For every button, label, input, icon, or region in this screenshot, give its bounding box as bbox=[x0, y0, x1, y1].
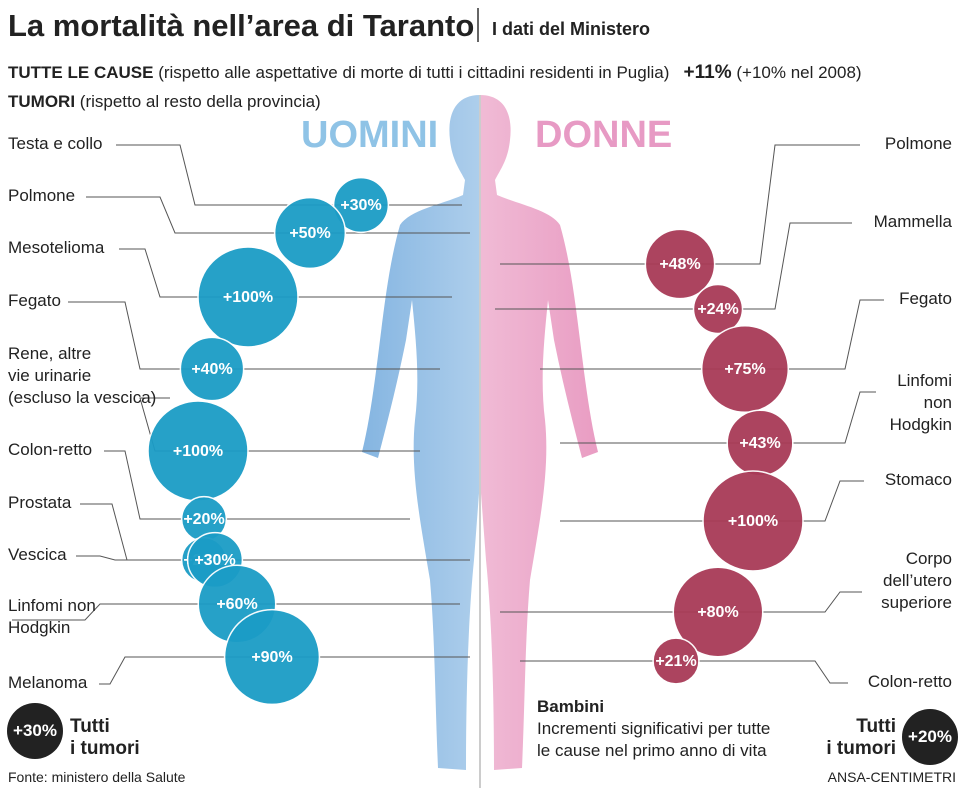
value-label: +100% bbox=[173, 443, 223, 460]
category-label: Colon-retto bbox=[867, 672, 952, 691]
category-label: Corpo dell’utero superiore bbox=[881, 549, 952, 612]
category-label: Polmone bbox=[8, 186, 76, 205]
value-label: +20% bbox=[183, 511, 224, 528]
value-label: +40% bbox=[191, 361, 232, 378]
bubble bbox=[644, 228, 716, 300]
category-label: Fegato bbox=[899, 289, 952, 308]
total-caption: Tutti i tumori bbox=[70, 716, 140, 759]
value-label: +30% bbox=[194, 552, 235, 569]
connector bbox=[104, 450, 410, 520]
total-bubble bbox=[902, 709, 958, 765]
bubble bbox=[702, 470, 804, 572]
connector bbox=[119, 248, 452, 298]
category-label: Mesotelioma bbox=[8, 238, 105, 257]
connector bbox=[500, 144, 860, 265]
bubbles: +30%+50%+100%+40%+100%+20%+20%+30%+60%+9… bbox=[147, 176, 804, 706]
category-label: Linfomi non Hodgkin bbox=[889, 371, 952, 434]
bubble bbox=[692, 283, 744, 335]
value-label: +60% bbox=[216, 596, 257, 613]
connector bbox=[68, 301, 440, 370]
total-value: +30% bbox=[13, 721, 57, 740]
credit: ANSA-CENTIMETRI bbox=[827, 769, 956, 785]
value-label: +100% bbox=[223, 289, 273, 306]
value-label: +80% bbox=[697, 604, 738, 621]
category-label: Melanoma bbox=[8, 673, 88, 692]
category-label: Colon-retto bbox=[8, 440, 93, 459]
note: (rispetto alle aspettative di morte di t… bbox=[158, 63, 670, 82]
connector bbox=[540, 299, 884, 370]
category-label: Fegato bbox=[8, 291, 61, 310]
subtitle: I dati del Ministero bbox=[492, 19, 651, 39]
total-value: +20% bbox=[908, 727, 952, 746]
total-caption: Tutti i tumori bbox=[826, 716, 896, 759]
label: TUTTE LE CAUSE bbox=[8, 63, 154, 82]
category-label: Testa e collo bbox=[8, 134, 103, 153]
connectors bbox=[12, 144, 884, 685]
category-label: Mammella bbox=[873, 212, 952, 231]
value-label: +90% bbox=[251, 649, 292, 666]
total-bubble bbox=[7, 703, 63, 759]
connector bbox=[560, 480, 864, 522]
category-label: Rene, altre vie urinarie (escluso la ves… bbox=[8, 344, 157, 407]
connector bbox=[12, 603, 460, 621]
bubble bbox=[273, 196, 347, 270]
value-label: +100% bbox=[728, 513, 778, 530]
value-label: +43% bbox=[739, 435, 780, 452]
value-label: +50% bbox=[289, 225, 330, 242]
value-label: +30% bbox=[340, 197, 381, 214]
bubble bbox=[197, 246, 299, 348]
source: Fonte: ministero della Salute bbox=[8, 769, 186, 785]
value: +11% bbox=[683, 62, 732, 83]
connector bbox=[500, 591, 862, 613]
connector bbox=[139, 397, 420, 452]
connector bbox=[76, 555, 430, 561]
bambini-title: Bambini bbox=[537, 697, 605, 716]
category-label: Vescica bbox=[8, 545, 67, 564]
intro-line: TUMORI (rispetto al resto della provinci… bbox=[8, 91, 321, 113]
value-label: +24% bbox=[697, 301, 738, 318]
label: TUMORI bbox=[8, 92, 76, 111]
note: (+10% nel 2008) bbox=[736, 63, 862, 82]
bubble bbox=[223, 608, 321, 706]
connector bbox=[560, 391, 876, 444]
bambini-text: Incrementi significativi per tutte le ca… bbox=[537, 719, 771, 760]
category-label: Polmone bbox=[884, 134, 952, 153]
value-label: +48% bbox=[659, 256, 700, 273]
category-label: Linfomi non Hodgkin bbox=[8, 596, 96, 637]
title: La mortalità nell’area di Taranto bbox=[8, 8, 475, 43]
bubble bbox=[332, 176, 390, 234]
bubble bbox=[672, 566, 764, 658]
group-title: UOMINI bbox=[301, 114, 439, 156]
bubble bbox=[700, 324, 790, 414]
connector bbox=[495, 222, 852, 310]
bubble bbox=[652, 637, 700, 685]
note: (rispetto al resto della provincia) bbox=[79, 92, 321, 111]
value-label: +21% bbox=[655, 653, 696, 670]
category-label: Stomaco bbox=[884, 470, 952, 489]
bubble bbox=[179, 336, 245, 402]
category-label: Prostata bbox=[8, 493, 72, 512]
intro-line: TUTTE LE CAUSE (rispetto alle aspettativ… bbox=[8, 62, 862, 84]
group-title: DONNE bbox=[535, 114, 673, 156]
value-label: +75% bbox=[724, 361, 765, 378]
